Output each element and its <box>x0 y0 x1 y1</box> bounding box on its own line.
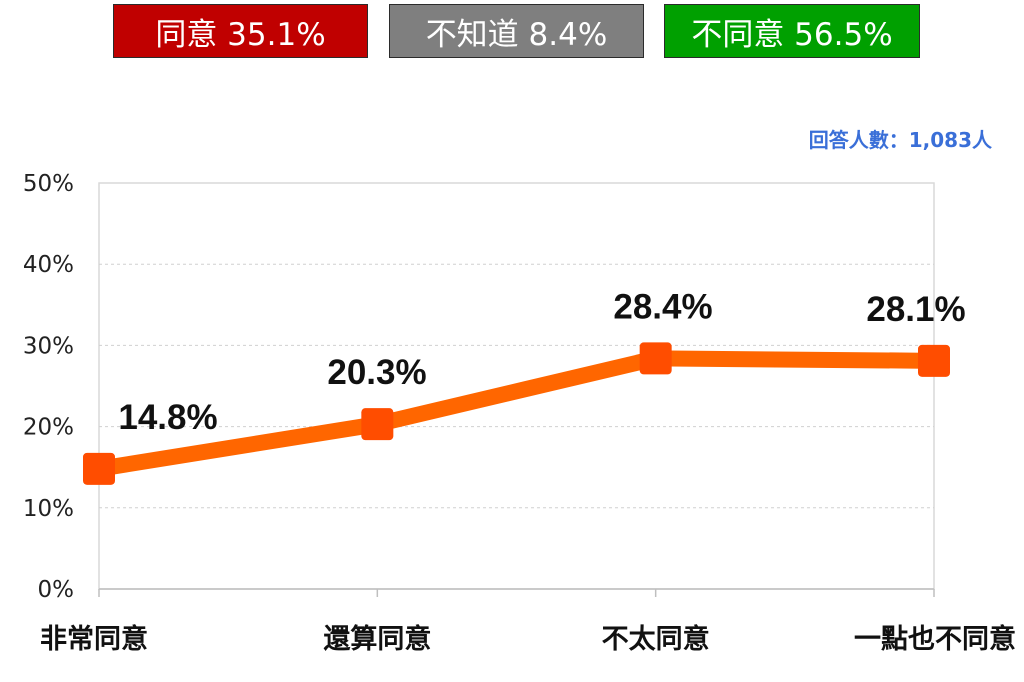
respondent-count: 回答人數：1,083人 <box>808 128 992 152</box>
y-tick-label: 10% <box>23 496 74 522</box>
series-line <box>91 350 942 477</box>
unknown-summary-label: 不知道 8.4% <box>425 16 608 53</box>
disagree-summary-box: 不同意 56.5% <box>664 4 920 58</box>
data-point-marker <box>83 452 115 485</box>
data-point-marker <box>361 408 394 441</box>
data-label: 28.4% <box>613 287 712 326</box>
x-category-label: 還算同意 <box>323 623 431 655</box>
y-tick-label: 40% <box>23 252 74 278</box>
data-label: 28.1% <box>866 290 965 329</box>
data-point-marker <box>639 342 672 375</box>
data-label: 20.3% <box>327 353 426 392</box>
y-tick-label: 0% <box>38 577 75 603</box>
agree-summary-box: 同意 35.1% <box>113 4 368 58</box>
unknown-summary-box: 不知道 8.4% <box>389 4 644 58</box>
x-category-label: 不太同意 <box>602 623 710 655</box>
y-tick-label: 20% <box>23 415 74 441</box>
agree-summary-label: 同意 35.1% <box>155 16 326 53</box>
x-category-label: 一點也不同意 <box>854 623 1016 655</box>
x-category-label: 非常同意 <box>40 623 148 655</box>
y-tick-label: 30% <box>23 333 74 359</box>
disagree-summary-label: 不同意 56.5% <box>691 16 893 53</box>
y-tick-label: 50% <box>23 171 74 197</box>
data-label: 14.8% <box>118 398 217 437</box>
data-point-marker <box>918 344 950 377</box>
